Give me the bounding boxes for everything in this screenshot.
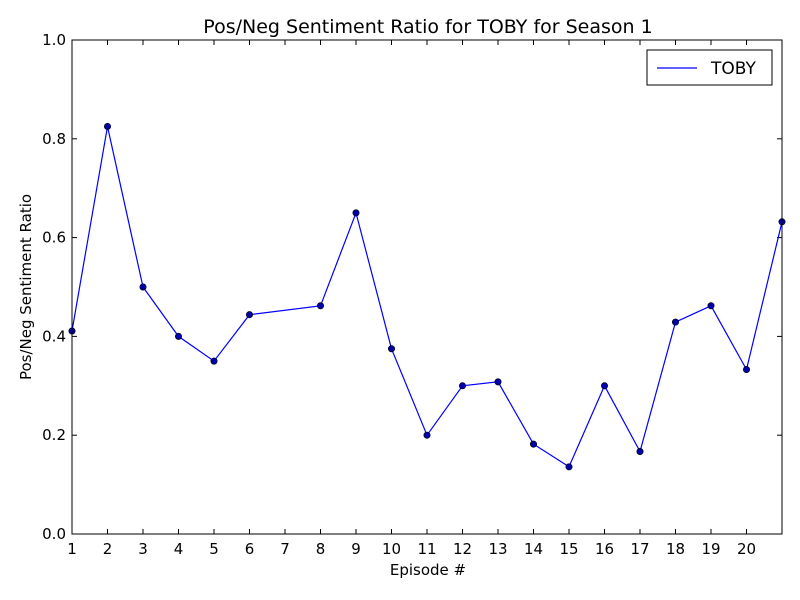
legend-label-toby: TOBY (710, 59, 756, 79)
data-point (352, 209, 360, 217)
data-point (529, 440, 537, 448)
plot-frame (71, 39, 783, 535)
x-tick-label: 3 (138, 540, 148, 558)
x-tick-label: 20 (737, 540, 756, 558)
x-tick-label: 5 (209, 540, 219, 558)
x-tick-label: 7 (280, 540, 290, 558)
x-tick-label: 2 (103, 540, 113, 558)
x-tick-label: 10 (382, 540, 401, 558)
x-tick-label: 14 (524, 540, 543, 558)
y-tick-label: 1.0 (42, 31, 66, 49)
data-point (210, 357, 218, 365)
x-tick-label: 17 (630, 540, 649, 558)
data-point (246, 311, 254, 319)
data-point (139, 283, 147, 291)
legend: TOBY (646, 49, 773, 86)
x-axis-label: Episode # (390, 561, 466, 579)
x-tick-label: 13 (488, 540, 507, 558)
data-point (175, 332, 183, 340)
data-point (742, 365, 750, 373)
y-tick-label: 0.2 (42, 426, 66, 444)
x-tick-label: 12 (453, 540, 472, 558)
data-point (316, 302, 324, 310)
data-point (387, 345, 395, 353)
data-point (636, 448, 644, 456)
x-tick-label: 1 (67, 540, 77, 558)
data-point (458, 382, 466, 390)
data-point (671, 318, 679, 326)
y-tick-label: 0.6 (42, 229, 66, 247)
data-point (600, 382, 608, 390)
y-tick-label: 0.0 (42, 525, 66, 543)
x-tick-label: 11 (417, 540, 436, 558)
x-tick-label: 9 (351, 540, 361, 558)
series-line-toby (71, 126, 783, 468)
x-tick-label: 8 (316, 540, 326, 558)
x-tick-label: 18 (666, 540, 685, 558)
data-point (707, 302, 715, 310)
y-tick-label: 0.4 (42, 327, 66, 345)
data-point (104, 122, 112, 130)
data-point (565, 463, 573, 471)
chart-title: Pos/Neg Sentiment Ratio for TOBY for Sea… (203, 16, 652, 38)
x-tick-label: 16 (595, 540, 614, 558)
y-tick-label: 0.8 (42, 130, 66, 148)
data-point (423, 431, 431, 439)
x-tick-label: 15 (559, 540, 578, 558)
x-tick-label: 4 (174, 540, 184, 558)
series-group (68, 122, 786, 471)
x-tick-label: 6 (245, 540, 255, 558)
x-tick-label: 19 (701, 540, 720, 558)
y-axis-label: Pos/Neg Sentiment Ratio (17, 194, 35, 380)
data-point (494, 378, 502, 386)
axis-ticks: 1 2 3 4 5 6 7 8 9 10 11 12 13 14 15 16 17 18 19 200.00.20.4… (42, 31, 782, 558)
